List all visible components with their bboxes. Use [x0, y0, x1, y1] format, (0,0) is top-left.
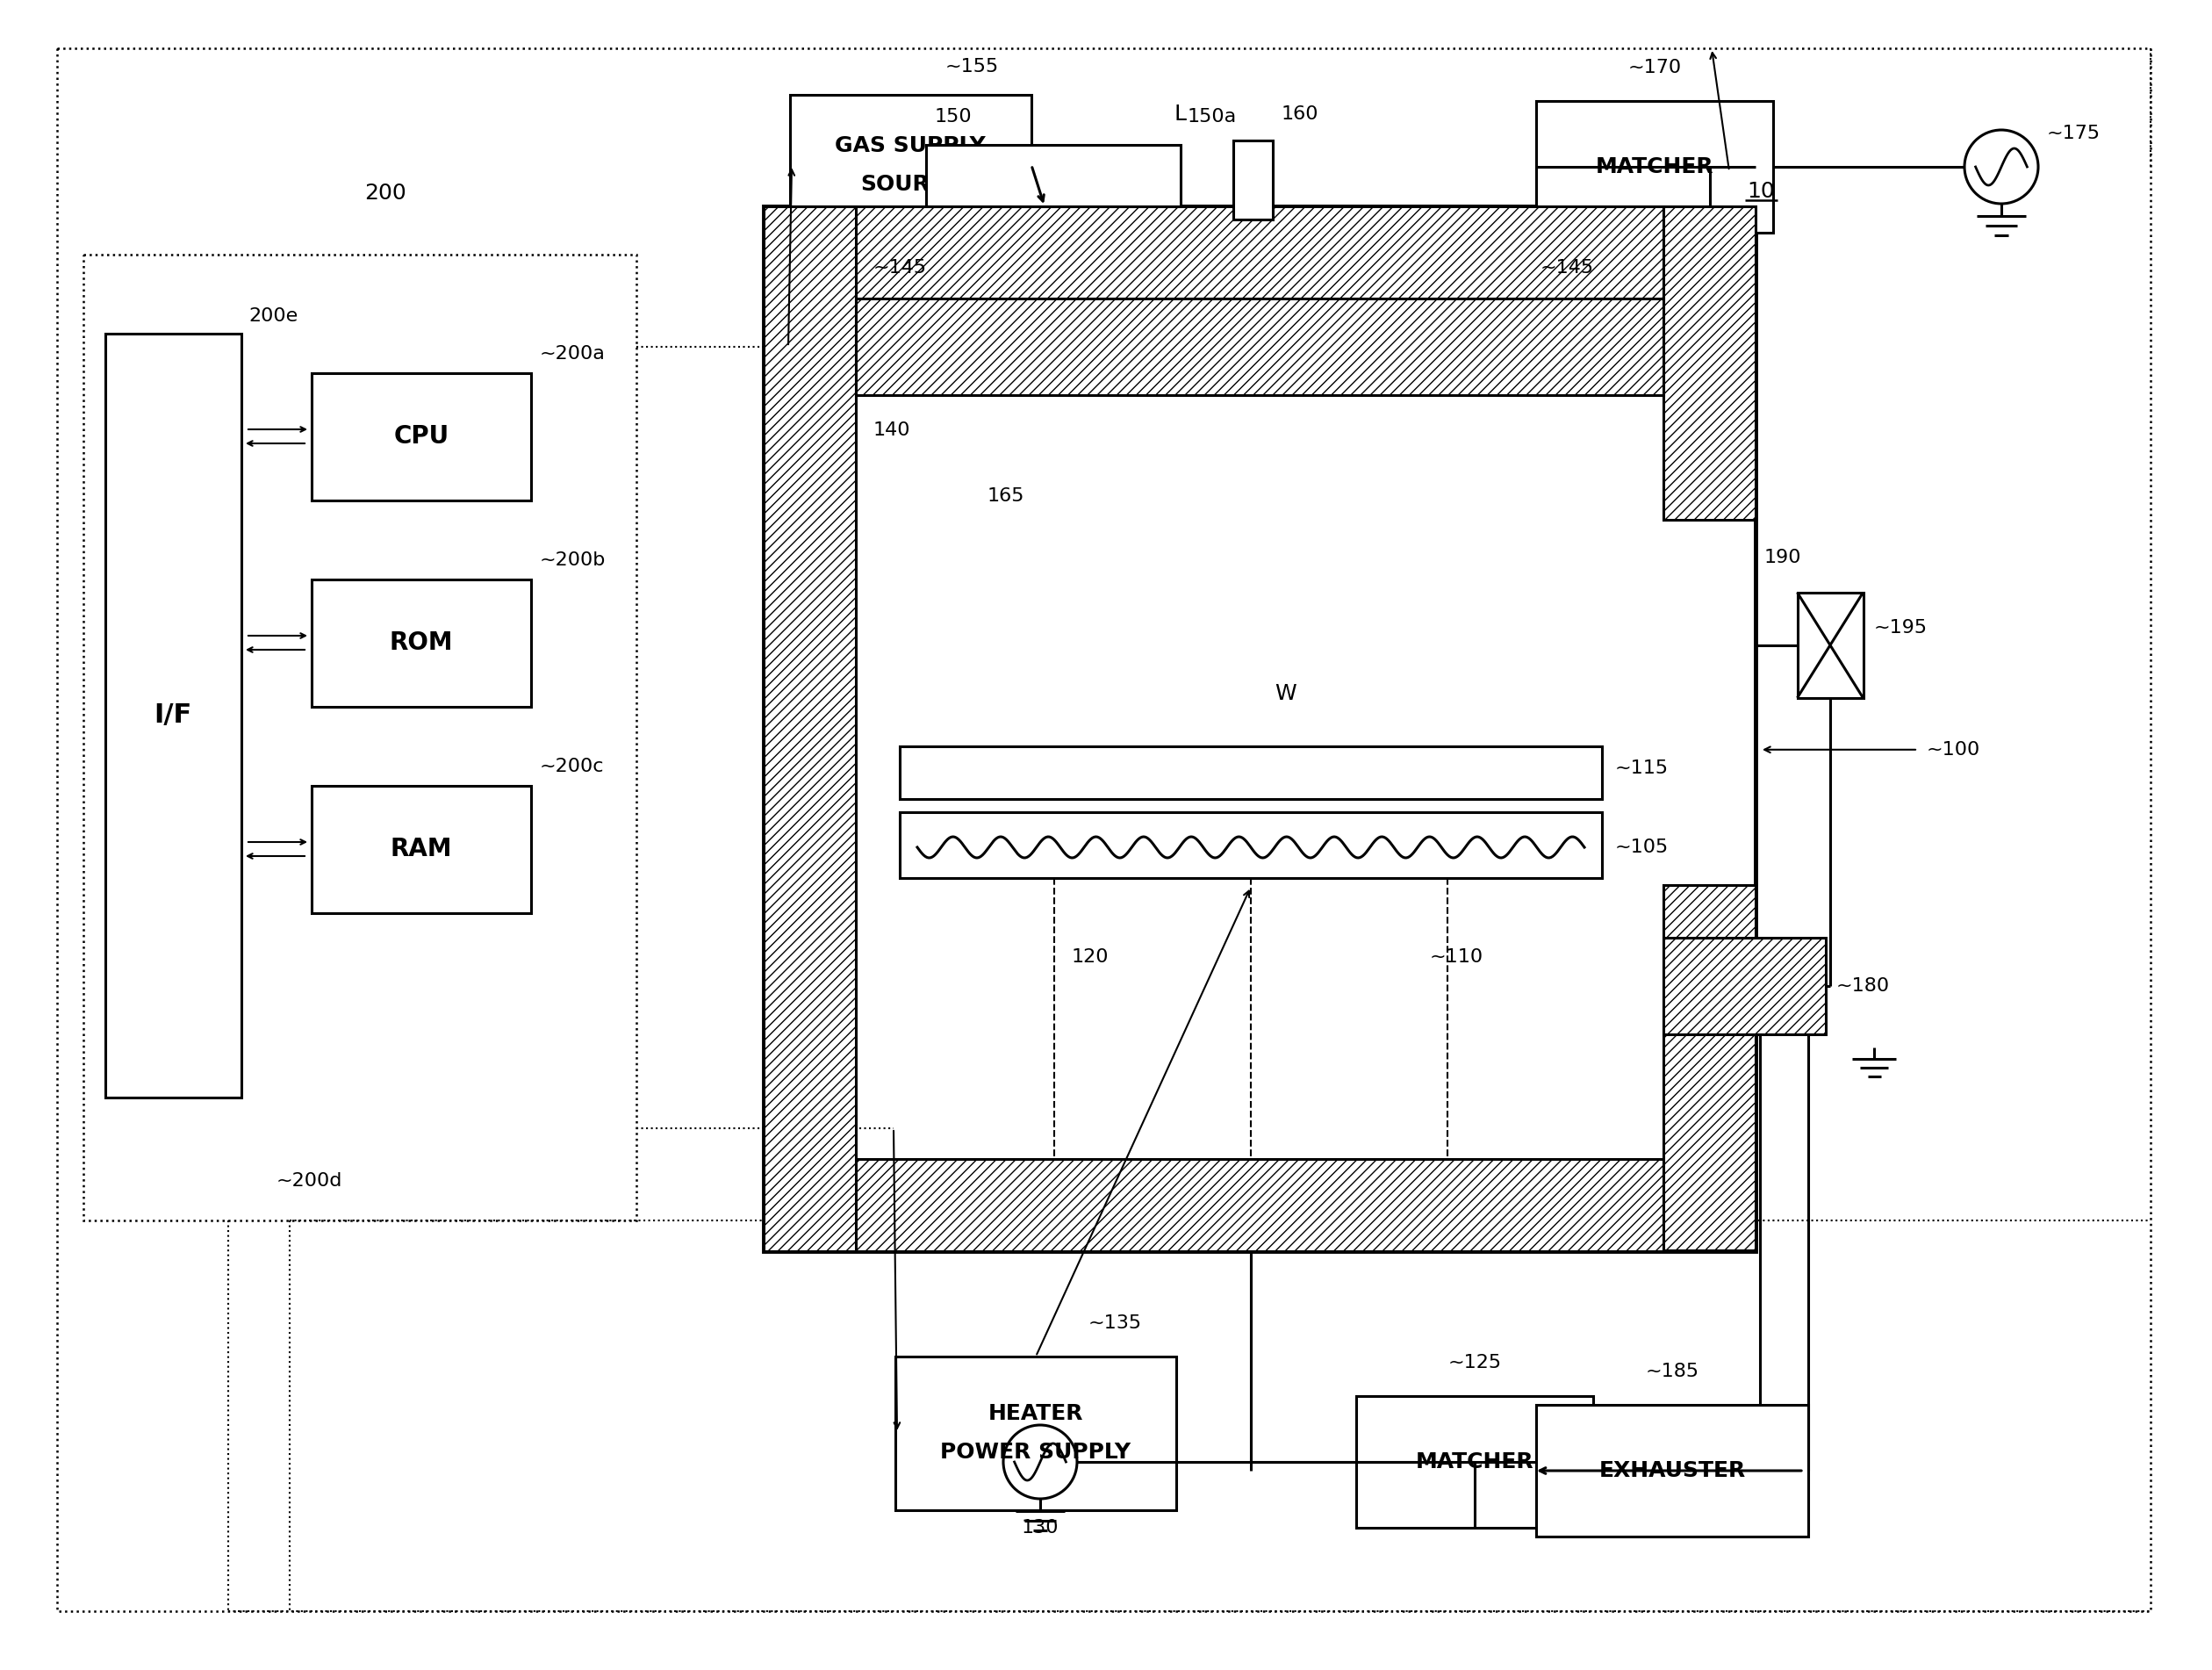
- Bar: [84, 254, 637, 1221]
- Text: 140: 140: [874, 421, 911, 439]
- Bar: [1535, 100, 1774, 232]
- Text: 150: 150: [936, 109, 973, 125]
- Text: ROM: ROM: [389, 630, 453, 655]
- Text: ~180: ~180: [1836, 977, 1889, 995]
- Text: 130: 130: [1022, 1520, 1060, 1536]
- Text: CPU: CPU: [394, 424, 449, 449]
- Bar: [1535, 1404, 1807, 1536]
- Bar: [900, 812, 1601, 878]
- Bar: [856, 299, 1663, 396]
- Bar: [1663, 939, 1825, 1034]
- Text: MATCHER: MATCHER: [1595, 157, 1714, 177]
- Text: 190: 190: [1765, 548, 1801, 566]
- Text: ~105: ~105: [1615, 838, 1668, 857]
- Text: ~195: ~195: [1874, 620, 1927, 636]
- Bar: [312, 787, 531, 913]
- Text: ~155: ~155: [945, 58, 1000, 75]
- Text: ~200b: ~200b: [540, 551, 606, 569]
- Bar: [1663, 885, 1756, 1251]
- Text: ~115: ~115: [1615, 760, 1668, 777]
- Bar: [312, 372, 531, 501]
- Bar: [896, 1356, 1177, 1510]
- Text: ~185: ~185: [1646, 1363, 1699, 1379]
- Text: ~135: ~135: [1088, 1314, 1141, 1333]
- Text: ~125: ~125: [1449, 1354, 1502, 1371]
- Text: ~170: ~170: [1628, 58, 1681, 77]
- Text: I/F: I/F: [155, 703, 192, 728]
- Bar: [763, 207, 856, 1251]
- Text: ~200a: ~200a: [540, 346, 606, 362]
- Text: ~200c: ~200c: [540, 758, 604, 775]
- Text: ~175: ~175: [2046, 125, 2101, 142]
- Bar: [790, 95, 1031, 235]
- Bar: [1234, 140, 1272, 219]
- Bar: [106, 334, 241, 1097]
- Text: MATCHER: MATCHER: [1416, 1451, 1533, 1473]
- Text: ~100: ~100: [1927, 741, 1980, 758]
- Bar: [1356, 1396, 1593, 1528]
- Text: ~200d: ~200d: [276, 1172, 343, 1189]
- Bar: [1663, 207, 1756, 519]
- Text: 150a: 150a: [1188, 109, 1237, 125]
- Text: GAS SUPPLY: GAS SUPPLY: [834, 135, 987, 157]
- Text: L: L: [1175, 104, 1188, 125]
- Bar: [927, 145, 1181, 207]
- Text: 10: 10: [1747, 180, 1774, 202]
- Text: 165: 165: [987, 488, 1024, 504]
- Bar: [763, 207, 1756, 1251]
- Text: POWER SUPPLY: POWER SUPPLY: [940, 1441, 1130, 1463]
- Text: 120: 120: [1073, 949, 1108, 965]
- Text: SOURCE: SOURCE: [860, 174, 960, 195]
- Text: RAM: RAM: [389, 837, 451, 862]
- Bar: [1796, 593, 1863, 698]
- Text: ~145: ~145: [874, 259, 927, 277]
- Bar: [763, 1159, 1663, 1251]
- Bar: [312, 579, 531, 706]
- Text: EXHAUSTER: EXHAUSTER: [1599, 1460, 1745, 1481]
- Text: ~110: ~110: [1429, 949, 1484, 965]
- Text: 160: 160: [1281, 105, 1318, 124]
- Text: W: W: [1274, 683, 1296, 705]
- Text: ~145: ~145: [1540, 259, 1595, 277]
- Text: 200: 200: [365, 182, 407, 204]
- Text: 200e: 200e: [248, 307, 299, 326]
- Text: HEATER: HEATER: [989, 1403, 1084, 1425]
- Bar: [763, 207, 1663, 299]
- Bar: [900, 746, 1601, 798]
